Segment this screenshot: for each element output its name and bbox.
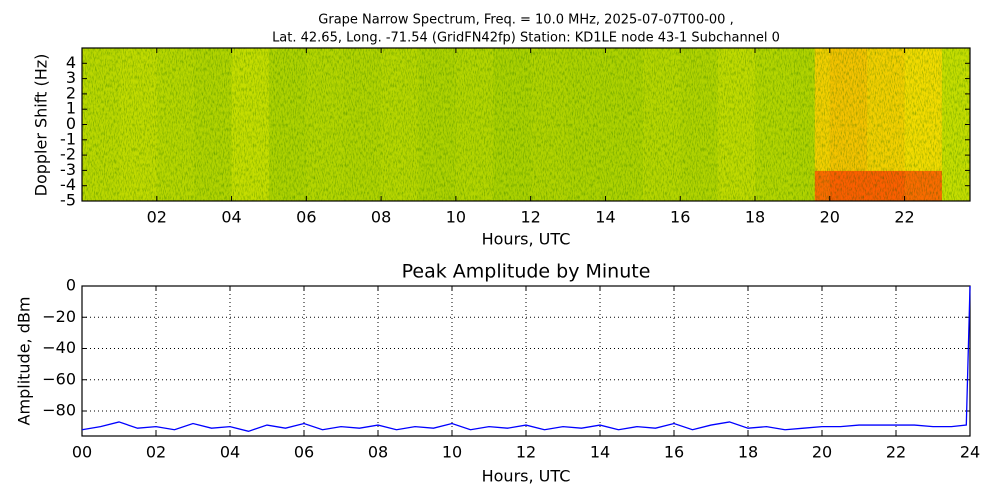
chart-title-line: Lat. 42.65, Long. -71.54 (GridFN42fp) St… (272, 31, 780, 46)
x-tick-label: 18 (738, 443, 758, 462)
data-line (81, 285, 971, 432)
x-tick-label: 22 (894, 208, 914, 227)
y-tick-label: −40 (42, 338, 76, 357)
x-tick-label: 20 (820, 208, 840, 227)
y-tick-label: −60 (42, 369, 76, 388)
chart-title: Peak Amplitude by Minute (402, 261, 651, 283)
x-tick-label: 10 (442, 443, 462, 462)
x-tick-label: 04 (220, 443, 240, 462)
x-tick-label: 14 (590, 443, 610, 462)
y-axis-label: Amplitude, dBm (15, 297, 34, 426)
y-tick-label: -1 (60, 129, 76, 148)
x-tick-label: 08 (371, 208, 391, 227)
y-tick-label: -2 (60, 145, 76, 164)
x-tick-label: 06 (294, 443, 314, 462)
y-tick-label: 0 (66, 276, 76, 295)
x-tick-label: 02 (146, 443, 166, 462)
y-tick-label: 3 (66, 68, 76, 87)
texture (82, 48, 970, 201)
x-tick-label: 04 (221, 208, 241, 227)
line-plot (81, 285, 971, 432)
x-tick-label: 06 (296, 208, 316, 227)
y-tick-label: -5 (60, 191, 76, 210)
y-tick-label: 2 (66, 83, 76, 102)
chart-title-line: Grape Narrow Spectrum, Freq. = 10.0 MHz,… (318, 13, 733, 28)
x-tick-label: 18 (745, 208, 765, 227)
y-tick-label: 1 (66, 99, 76, 118)
x-tick-label: 12 (520, 208, 540, 227)
x-tick-label: 24 (960, 443, 980, 462)
x-tick-label: 00 (72, 443, 92, 462)
x-tick-label: 16 (670, 208, 690, 227)
y-tick-label: 0 (66, 114, 76, 133)
x-tick-label: 12 (516, 443, 536, 462)
plot-frame (81, 47, 971, 202)
y-tick-label: −20 (42, 307, 76, 326)
x-tick-label: 16 (664, 443, 684, 462)
x-tick-label: 08 (368, 443, 388, 462)
x-tick-label: 20 (812, 443, 832, 462)
x-tick-label: 10 (446, 208, 466, 227)
x-axis-label: Hours, UTC (482, 467, 571, 486)
x-axis-label: Hours, UTC (482, 230, 571, 249)
x-tick-label: 22 (886, 443, 906, 462)
y-tick-label: −80 (42, 401, 76, 420)
y-tick-label: 4 (66, 53, 76, 72)
y-tick-label: -4 (60, 175, 76, 194)
y-axis-label: Doppler Shift (Hz) (32, 54, 51, 197)
y-tick-label: -3 (60, 160, 76, 179)
x-tick-label: 14 (595, 208, 615, 227)
plot-frame (81, 285, 971, 437)
x-tick-label: 02 (147, 208, 167, 227)
